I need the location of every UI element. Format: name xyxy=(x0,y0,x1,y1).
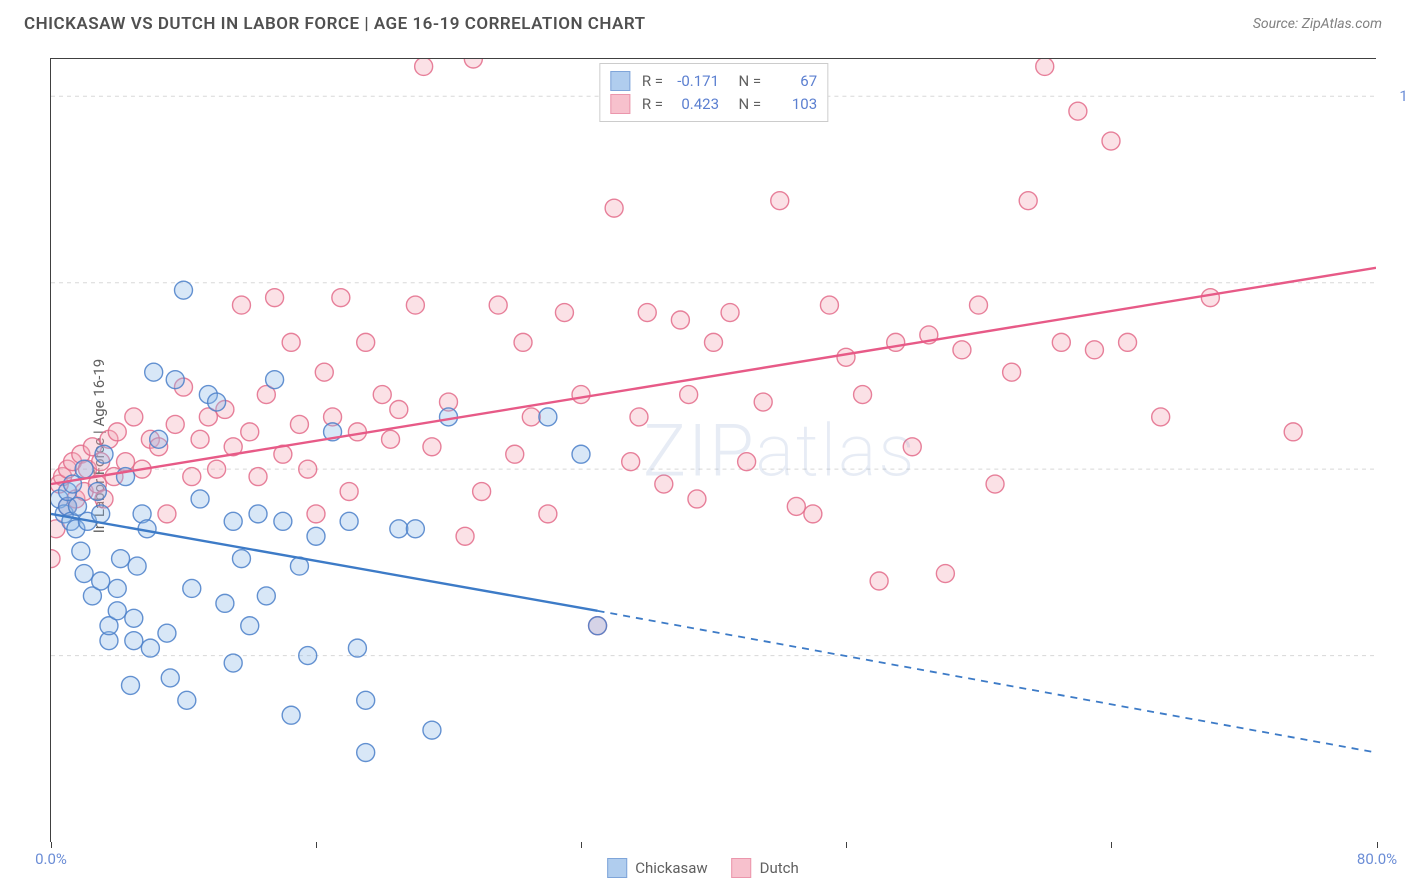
x-tick xyxy=(846,842,847,848)
x-tick-label: 80.0% xyxy=(1357,850,1397,868)
x-tick xyxy=(1377,842,1378,848)
legend-label-dutch: Dutch xyxy=(760,859,799,877)
stat-r-label: R = xyxy=(642,93,663,116)
chart-plot-area: R = -0.171 N = 67 R = 0.423 N = 103 ZIPa… xyxy=(50,58,1376,842)
stat-n-label: N = xyxy=(731,93,761,116)
stat-r-value-dutch: 0.423 xyxy=(671,93,719,116)
chart-header: CHICKASAW VS DUTCH IN LABOR FORCE | AGE … xyxy=(0,0,1406,48)
legend-item-chickasaw: Chickasaw xyxy=(607,858,707,878)
x-tick xyxy=(581,842,582,848)
legend-swatch-chickasaw xyxy=(607,858,627,878)
stat-r-label: R = xyxy=(642,70,663,93)
correlation-row-chickasaw: R = -0.171 N = 67 xyxy=(610,70,817,93)
scatter-svg xyxy=(51,59,1376,842)
x-tick xyxy=(316,842,317,848)
stat-n-value-dutch: 103 xyxy=(769,93,817,116)
x-tick-label: 0.0% xyxy=(35,850,67,868)
series-legend: Chickasaw Dutch xyxy=(607,858,799,878)
legend-swatch-dutch xyxy=(610,94,630,114)
correlation-row-dutch: R = 0.423 N = 103 xyxy=(610,93,817,116)
stat-n-label: N = xyxy=(731,70,761,93)
correlation-legend: R = -0.171 N = 67 R = 0.423 N = 103 xyxy=(599,63,828,122)
stat-r-value-chickasaw: -0.171 xyxy=(671,70,719,93)
legend-item-dutch: Dutch xyxy=(732,858,799,878)
y-grid-label: 100.0% xyxy=(1399,87,1406,105)
source-attribution: Source: ZipAtlas.com xyxy=(1253,16,1382,32)
x-tick xyxy=(51,842,52,848)
legend-swatch-chickasaw xyxy=(610,71,630,91)
stat-n-value-chickasaw: 67 xyxy=(769,70,817,93)
legend-swatch-dutch xyxy=(732,858,752,878)
chart-title: CHICKASAW VS DUTCH IN LABOR FORCE | AGE … xyxy=(24,14,646,34)
x-tick xyxy=(1111,842,1112,848)
legend-label-chickasaw: Chickasaw xyxy=(635,859,707,877)
